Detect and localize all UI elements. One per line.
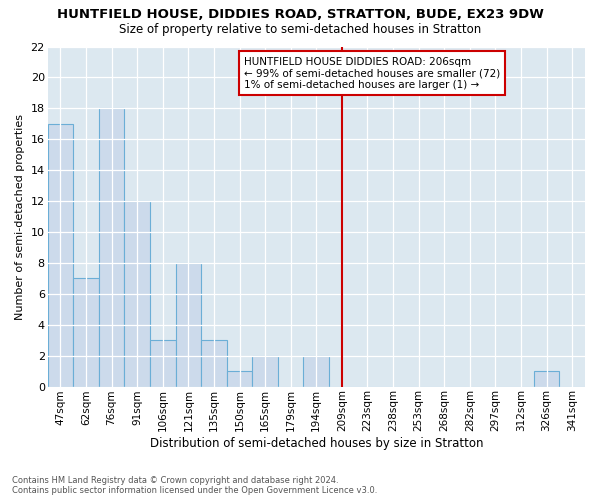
Text: HUNTFIELD HOUSE DIDDIES ROAD: 206sqm
← 99% of semi-detached houses are smaller (: HUNTFIELD HOUSE DIDDIES ROAD: 206sqm ← 9…: [244, 56, 500, 90]
Text: Size of property relative to semi-detached houses in Stratton: Size of property relative to semi-detach…: [119, 22, 481, 36]
Bar: [304, 356, 329, 386]
Bar: [176, 263, 201, 386]
Text: HUNTFIELD HOUSE, DIDDIES ROAD, STRATTON, BUDE, EX23 9DW: HUNTFIELD HOUSE, DIDDIES ROAD, STRATTON,…: [56, 8, 544, 20]
Y-axis label: Number of semi-detached properties: Number of semi-detached properties: [15, 114, 25, 320]
Bar: [73, 278, 99, 386]
Text: Contains HM Land Registry data © Crown copyright and database right 2024.
Contai: Contains HM Land Registry data © Crown c…: [12, 476, 377, 495]
Bar: [201, 340, 227, 386]
Bar: [227, 371, 253, 386]
Bar: [534, 371, 559, 386]
Bar: [47, 124, 73, 386]
Bar: [124, 201, 150, 386]
Bar: [99, 108, 124, 386]
Bar: [253, 356, 278, 386]
X-axis label: Distribution of semi-detached houses by size in Stratton: Distribution of semi-detached houses by …: [149, 437, 483, 450]
Bar: [150, 340, 176, 386]
